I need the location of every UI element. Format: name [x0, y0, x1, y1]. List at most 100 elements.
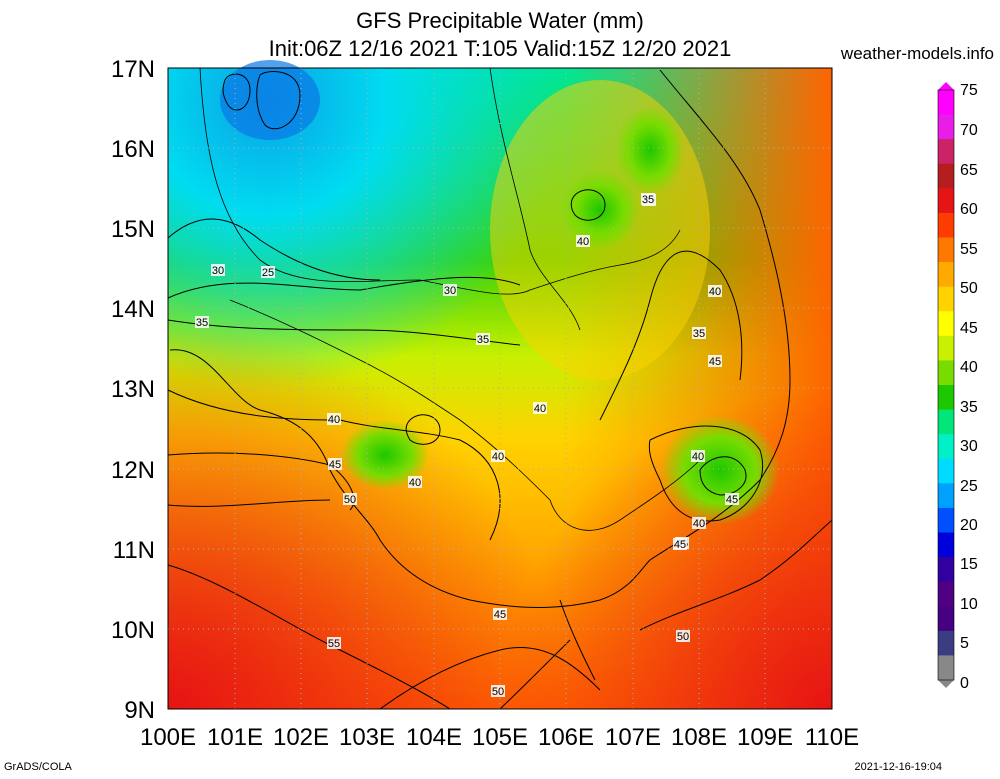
colorbar-swatch [938, 212, 954, 238]
contour-label: 40 [409, 477, 421, 489]
colorbar-label: 40 [960, 359, 978, 376]
lat-label: 16N [110, 136, 155, 163]
colorbar [937, 82, 955, 688]
contour-label: 45 [329, 459, 341, 471]
colorbar-swatch [938, 532, 954, 558]
contour-label: 40 [693, 518, 705, 530]
contour-label: 45 [726, 494, 738, 506]
contour-label-bg [692, 517, 706, 529]
colorbar-label: 0 [960, 675, 969, 692]
colorbar-label: 15 [960, 556, 978, 573]
lat-label: 10N [110, 617, 155, 644]
contour-label: 50 [677, 631, 689, 643]
lon-label: 108E [670, 724, 728, 751]
colorbar-swatch [938, 507, 954, 533]
contour-label-bg [491, 450, 505, 462]
lat-label: 15N [110, 216, 155, 243]
lon-label: 105E [471, 724, 529, 751]
chart-subtitle: Init:06Z 12/16 2021 T:105 Valid:15Z 12/2… [268, 36, 732, 61]
contour-label-bg [676, 630, 690, 642]
contour-label: 25 [262, 267, 274, 279]
colorbar-swatch [938, 409, 954, 435]
colorbar-label: 55 [960, 241, 978, 258]
lon-label: 106E [537, 724, 595, 751]
colorbar-min-arrow [938, 680, 954, 688]
contour-label-bg [328, 458, 342, 470]
contour-label-bg [491, 685, 505, 697]
contour-label-bg [533, 402, 547, 414]
lat-label: 14N [110, 296, 155, 323]
contour-label-bg [327, 637, 341, 649]
contour-label: 35 [693, 328, 705, 340]
contour-label-bg [692, 327, 706, 339]
contour-label: 55 [328, 638, 340, 650]
colorbar-max-arrow [938, 82, 954, 90]
lat-label: 9N [124, 697, 155, 724]
site-label: weather-models.info [840, 44, 994, 63]
contour-label-bg [211, 264, 225, 276]
contour-label-bg [725, 493, 739, 505]
colorbar-label: 10 [960, 596, 978, 613]
contour-label: 40 [534, 403, 546, 415]
contour-label: 35 [196, 317, 208, 329]
borders [199, 67, 701, 531]
contour-label: 40 [709, 286, 721, 298]
colorbar-label: 30 [960, 438, 978, 455]
footer-timestamp: 2021-12-16-19:04 [854, 761, 942, 773]
colorbar-outline [937, 89, 955, 681]
contour-label: 50 [492, 686, 504, 698]
colorbar-swatch [938, 557, 954, 583]
contour-label: 30 [212, 265, 224, 277]
colorbar-swatch [938, 237, 954, 263]
colorbar-label: 45 [960, 320, 978, 337]
colorbar-label: 20 [960, 517, 978, 534]
colorbar-swatch [938, 360, 954, 386]
colorbar-swatch [938, 335, 954, 361]
map-border [167, 67, 833, 710]
contour-label-bg [261, 266, 275, 278]
colorbar-swatch [938, 606, 954, 632]
contour-label-bg [708, 285, 722, 297]
colorbar-label: 25 [960, 478, 978, 495]
contour-label-bg [691, 450, 705, 462]
colorbar-swatch [938, 458, 954, 484]
contour-label: 40 [328, 414, 340, 426]
colorbar-swatch [938, 581, 954, 607]
graticule [168, 68, 832, 709]
contour-label-bg [708, 355, 722, 367]
contour-label: 35 [477, 334, 489, 346]
colorbar-swatch [938, 483, 954, 509]
contour-label: 50 [344, 494, 356, 506]
contour-label-bg [343, 493, 357, 505]
colorbar-swatch [938, 262, 954, 288]
colorbar-swatch [938, 630, 954, 656]
colorbar-swatch [938, 163, 954, 189]
colorbar-label: 75 [960, 82, 978, 99]
contour-label-bg [408, 476, 422, 488]
lon-label: 101E [206, 724, 264, 751]
contour-label-bg [673, 538, 687, 550]
lat-label: 12N [110, 457, 155, 484]
footer-credit: GrADS/COLA [4, 761, 72, 773]
colorbar-swatch [938, 114, 954, 140]
colorbar-swatch [938, 655, 954, 681]
lon-label: 100E [139, 724, 197, 751]
colorbar-swatch [938, 90, 954, 116]
lon-label: 104E [405, 724, 463, 751]
contour-label: 45 [674, 539, 686, 551]
colorbar-swatch [938, 311, 954, 337]
colorbar-label: 50 [960, 280, 978, 297]
contour-label: 35 [642, 194, 654, 206]
coastline [169, 69, 791, 710]
contour-label: 30 [444, 285, 456, 297]
contour-label: 45 [494, 609, 506, 621]
colorbar-swatch [938, 385, 954, 411]
lon-label: 110E [804, 724, 860, 751]
lat-label: 13N [110, 376, 155, 403]
lon-label: 102E [272, 724, 330, 751]
contour-label: 40 [577, 236, 589, 248]
contour-label-bg [576, 235, 590, 247]
contour-label: 40 [492, 451, 504, 463]
colorbar-swatch [938, 434, 954, 460]
